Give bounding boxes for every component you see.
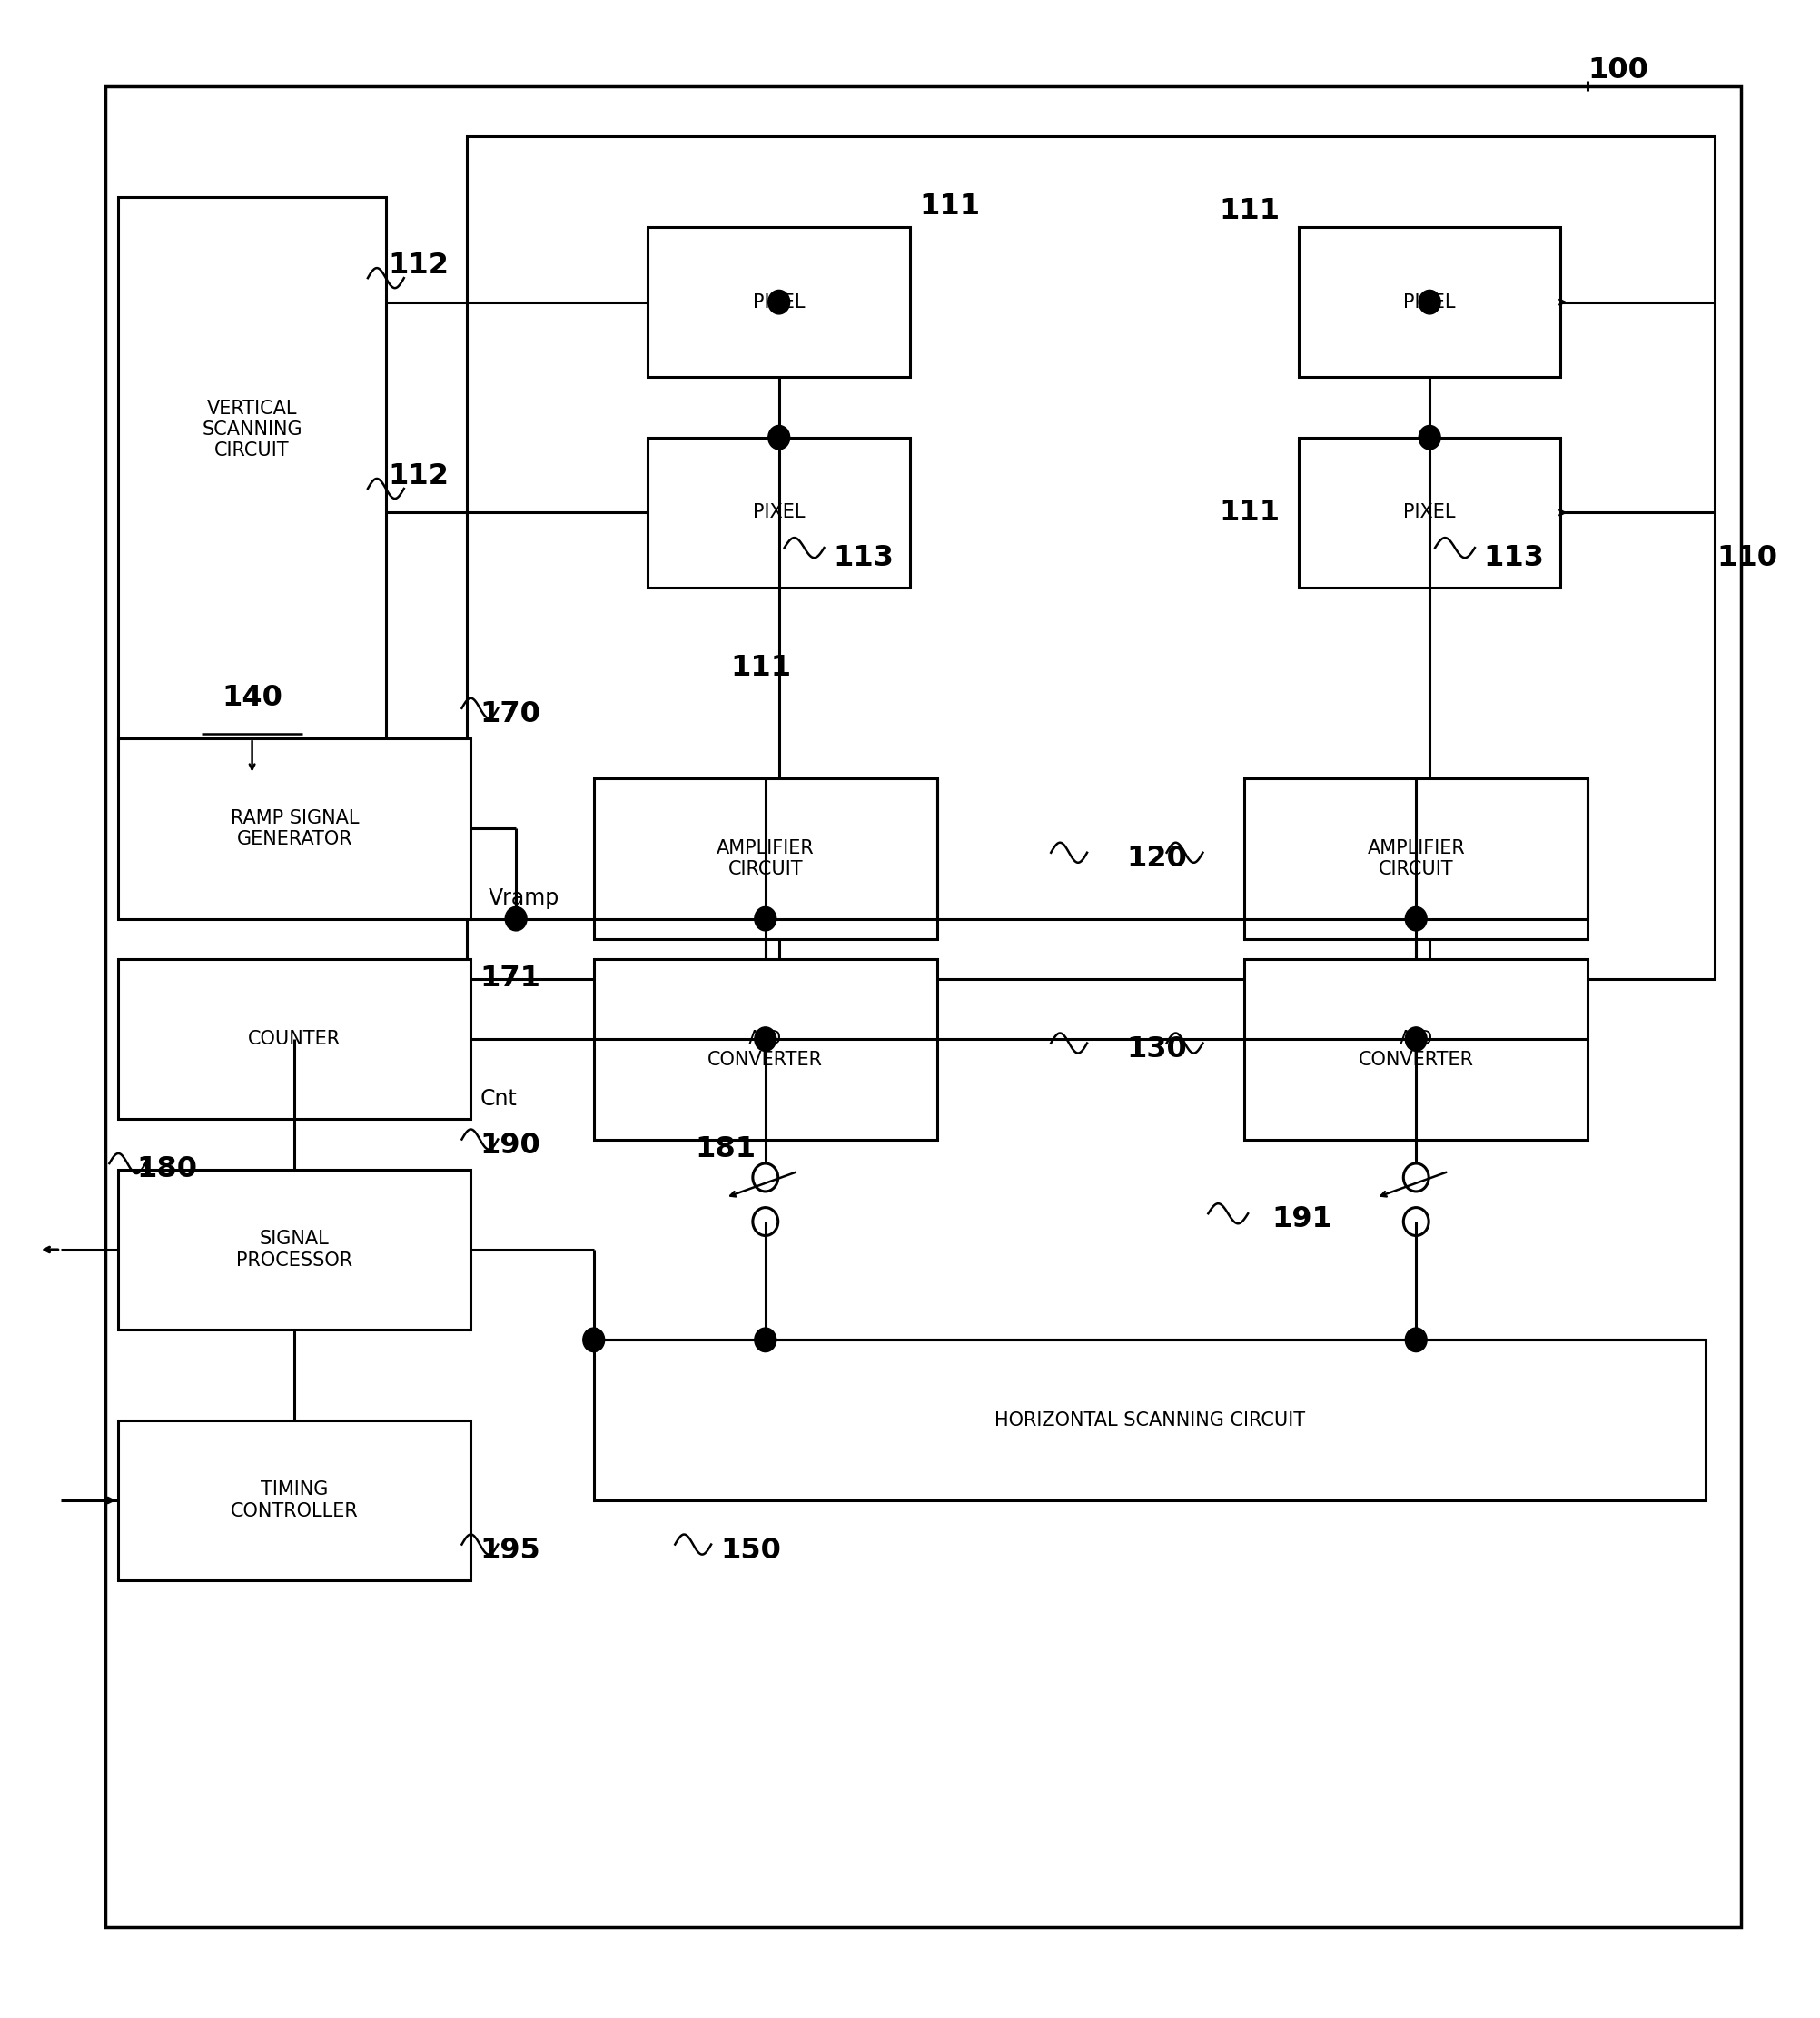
Text: VERTICAL
SCANNING
CIRCUIT: VERTICAL SCANNING CIRCUIT — [202, 400, 302, 460]
Text: HORIZONTAL SCANNING CIRCUIT: HORIZONTAL SCANNING CIRCUIT — [994, 1411, 1305, 1429]
Text: PIXEL: PIXEL — [1403, 293, 1456, 311]
Text: RAMP SIGNAL
GENERATOR: RAMP SIGNAL GENERATOR — [231, 809, 359, 848]
Circle shape — [1420, 426, 1440, 450]
Text: AMPLIFIER
CIRCUIT: AMPLIFIER CIRCUIT — [717, 839, 814, 878]
Text: 111: 111 — [919, 194, 979, 220]
Circle shape — [768, 291, 790, 315]
Bar — [593, 959, 937, 1140]
Circle shape — [755, 1027, 777, 1051]
Bar — [118, 1421, 471, 1580]
Text: 120: 120 — [1127, 844, 1188, 872]
Bar — [468, 137, 1714, 979]
Circle shape — [755, 1328, 777, 1352]
Text: A/D
CONVERTER: A/D CONVERTER — [1358, 1029, 1474, 1070]
Bar — [1299, 438, 1562, 587]
Circle shape — [1405, 1027, 1427, 1051]
Text: 181: 181 — [695, 1136, 757, 1164]
Text: 190: 190 — [480, 1132, 541, 1160]
Bar — [648, 438, 910, 587]
Text: COUNTER: COUNTER — [248, 1029, 340, 1047]
Text: 171: 171 — [480, 965, 541, 993]
Text: SIGNAL
PROCESSOR: SIGNAL PROCESSOR — [237, 1231, 353, 1269]
Text: 111: 111 — [1219, 198, 1281, 224]
Circle shape — [755, 906, 777, 930]
Circle shape — [768, 426, 790, 450]
Text: 111: 111 — [730, 654, 792, 682]
Bar — [593, 1340, 1705, 1499]
Circle shape — [1405, 906, 1427, 930]
Text: 140: 140 — [222, 684, 282, 712]
Text: 113: 113 — [1483, 543, 1545, 571]
Text: 170: 170 — [480, 700, 541, 728]
Bar — [593, 779, 937, 938]
Text: Vramp: Vramp — [490, 888, 561, 908]
Text: 100: 100 — [1589, 57, 1649, 85]
Text: 150: 150 — [721, 1536, 781, 1564]
Bar — [118, 739, 471, 918]
Bar — [118, 1168, 471, 1330]
Text: 112: 112 — [388, 462, 450, 490]
Bar — [1245, 779, 1587, 938]
Text: AMPLIFIER
CIRCUIT: AMPLIFIER CIRCUIT — [1367, 839, 1465, 878]
Bar — [1299, 226, 1562, 377]
Bar — [1245, 959, 1587, 1140]
Text: PIXEL: PIXEL — [753, 293, 804, 311]
Text: 191: 191 — [1272, 1205, 1332, 1233]
Circle shape — [582, 1328, 604, 1352]
Text: 112: 112 — [388, 252, 450, 281]
Text: TIMING
CONTROLLER: TIMING CONTROLLER — [231, 1481, 359, 1520]
Text: 180: 180 — [136, 1156, 197, 1183]
Circle shape — [1405, 1328, 1427, 1352]
Circle shape — [506, 906, 526, 930]
Text: 110: 110 — [1716, 543, 1778, 571]
Bar — [118, 959, 471, 1120]
Text: A/D
CONVERTER: A/D CONVERTER — [708, 1029, 823, 1070]
Text: Cnt: Cnt — [480, 1088, 517, 1110]
Text: PIXEL: PIXEL — [753, 504, 804, 523]
Text: 195: 195 — [480, 1536, 541, 1564]
Bar — [648, 226, 910, 377]
Text: PIXEL: PIXEL — [1403, 504, 1456, 523]
Bar — [118, 198, 386, 779]
Circle shape — [1420, 291, 1440, 315]
Text: 111: 111 — [1219, 498, 1281, 527]
Text: 113: 113 — [834, 543, 894, 571]
Text: 130: 130 — [1127, 1035, 1187, 1063]
